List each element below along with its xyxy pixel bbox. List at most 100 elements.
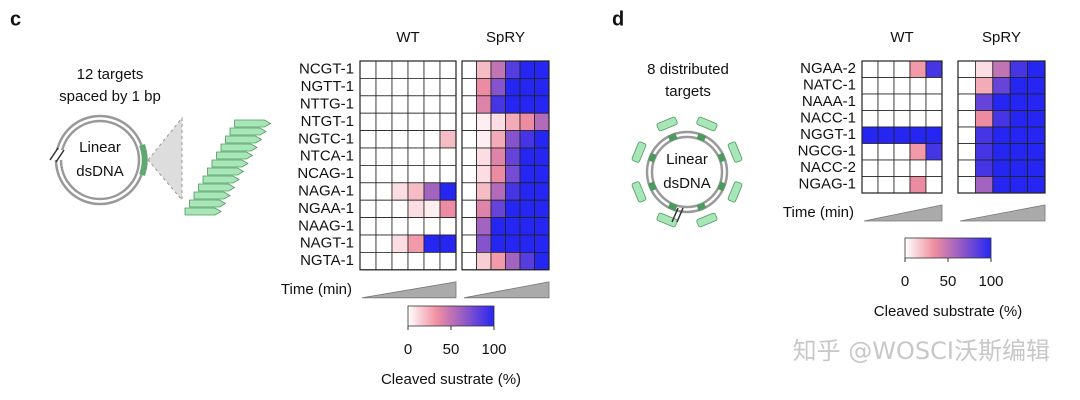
heatmap-cell xyxy=(957,126,976,144)
heatmap-cell xyxy=(1027,77,1046,95)
target-bar xyxy=(656,212,678,228)
heatmap-cell xyxy=(490,217,506,236)
heatmap-cell xyxy=(391,164,409,184)
heatmap-cell xyxy=(423,182,441,201)
heatmap-cell xyxy=(407,130,425,149)
heatmap-cell xyxy=(476,78,492,97)
heatmap-cell xyxy=(407,199,425,218)
heatmap-cell xyxy=(476,182,492,201)
heatmap-cell xyxy=(992,77,1011,95)
heatmap-cell xyxy=(407,147,425,166)
heatmap-cell xyxy=(992,110,1011,128)
heatmap-cell xyxy=(534,112,550,131)
heatmap-cell xyxy=(461,234,477,253)
row-label: NGTC-1 xyxy=(298,130,354,147)
heatmap-cell xyxy=(423,147,441,166)
target-markers xyxy=(631,116,743,228)
caption: 8 distributed xyxy=(647,61,729,78)
dna-label: dsDNA xyxy=(663,175,711,192)
heatmap-cell xyxy=(461,147,477,166)
heatmap-cell xyxy=(439,95,457,114)
heatmap-cell xyxy=(359,78,377,97)
heatmap-cell xyxy=(505,95,521,114)
heatmap-cell xyxy=(519,234,535,253)
heatmap-cell xyxy=(490,199,506,218)
target-site xyxy=(696,133,707,142)
heatmap-cell xyxy=(534,164,550,184)
dna-label: dsDNA xyxy=(76,163,124,180)
heatmap-border xyxy=(861,60,943,194)
heatmap-cell xyxy=(423,251,441,271)
heatmap-cell xyxy=(975,143,994,161)
heatmap-cell xyxy=(893,143,911,161)
heatmap-cell xyxy=(375,130,393,149)
heatmap-cell xyxy=(861,110,879,128)
heatmap-cell xyxy=(359,251,377,271)
dna-break xyxy=(676,207,684,223)
heatmap-cell xyxy=(534,217,550,236)
heatmap-cell xyxy=(375,251,393,271)
colorbar-tick-label: 0 xyxy=(901,273,909,290)
heatmap-cell xyxy=(439,147,457,166)
row-label: NGAA-2 xyxy=(800,60,856,77)
heatmap-cell xyxy=(1027,93,1046,111)
time-wedge xyxy=(361,281,457,299)
heatmap-cell xyxy=(877,143,895,161)
row-label: NAGA-1 xyxy=(298,182,354,199)
time-wedge xyxy=(959,204,1046,222)
heatmap-cell xyxy=(359,199,377,218)
heatmap-cell xyxy=(461,95,477,114)
target-arrow xyxy=(207,167,245,176)
heatmap-cell xyxy=(877,60,895,78)
heatmap-cell xyxy=(909,93,927,111)
target-arrow xyxy=(220,143,258,152)
dna-label: Linear xyxy=(79,139,121,156)
heatmap-cell xyxy=(909,143,927,161)
heatmap-cell xyxy=(476,164,492,184)
row-label: NAAA-1 xyxy=(802,93,856,110)
heatmap-cell xyxy=(1009,143,1029,161)
heatmap-cell xyxy=(490,95,506,114)
heatmap-cell xyxy=(505,147,521,166)
target-site xyxy=(696,202,707,211)
dna-break xyxy=(52,150,64,160)
dna-break xyxy=(671,207,679,223)
heatmap-cell xyxy=(490,130,506,149)
heatmap-cell xyxy=(439,182,457,201)
heatmap-cell xyxy=(505,182,521,201)
heatmap-cell xyxy=(877,93,895,111)
heatmap-cell xyxy=(925,60,943,78)
heatmap-cell xyxy=(909,126,927,144)
heatmap-cell xyxy=(1009,159,1029,177)
heatmap-cell xyxy=(975,110,994,128)
heatmap-cell xyxy=(1009,176,1029,194)
caption: 12 targets xyxy=(77,66,144,83)
dna-ring xyxy=(645,130,729,214)
heatmap-cell xyxy=(957,93,976,111)
heatmap-cell xyxy=(423,130,441,149)
heatmap-cell xyxy=(925,110,943,128)
heatmap-cell xyxy=(391,78,409,97)
colorbar-label: Cleaved sustrate (%) xyxy=(381,371,521,388)
heatmap-cell xyxy=(534,95,550,114)
heatmap-cell xyxy=(407,95,425,114)
heatmap-cell xyxy=(505,60,521,79)
heatmap-cell xyxy=(957,77,976,95)
heatmap-cell xyxy=(375,199,393,218)
heatmap-cell xyxy=(375,182,393,201)
heatmap-cell xyxy=(519,112,535,131)
heatmap-cell xyxy=(476,130,492,149)
heatmap-cell xyxy=(439,217,457,236)
heatmap-cell xyxy=(439,60,457,79)
colorbar-tick-label: 50 xyxy=(940,273,957,290)
heatmap-cell xyxy=(359,95,377,114)
row-label: NTCA-1 xyxy=(300,148,354,165)
heatmap-cell xyxy=(391,60,409,79)
heatmap-cell xyxy=(909,110,927,128)
heatmap-cell xyxy=(439,234,457,253)
heatmap-cell xyxy=(407,60,425,79)
heatmap-cell xyxy=(505,199,521,218)
heatmap-cell xyxy=(407,234,425,253)
target-arrow xyxy=(225,135,263,144)
